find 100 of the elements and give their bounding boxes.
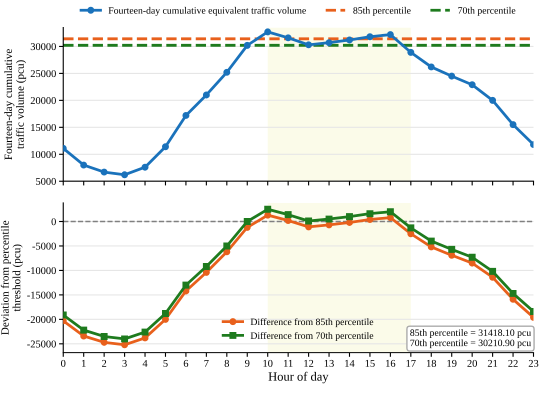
point (182, 112, 190, 119)
point (510, 290, 517, 297)
point (162, 143, 169, 150)
point (407, 48, 414, 56)
point (448, 252, 456, 259)
x-tick-label: 13 (324, 360, 334, 367)
point (284, 217, 292, 224)
point (100, 168, 108, 176)
x-tick-label: 5 (163, 360, 168, 367)
point (346, 36, 353, 44)
point (305, 41, 312, 48)
point (121, 341, 128, 348)
x-tick-label: 19 (447, 360, 456, 367)
y-tick-label: 30000 (30, 43, 56, 50)
point (428, 238, 435, 245)
x-tick-label: 10 (263, 360, 273, 367)
point (346, 213, 353, 220)
point (162, 310, 169, 317)
x-tick-label: 20 (467, 360, 477, 367)
point (264, 212, 272, 219)
x-tick-label: 22 (508, 360, 518, 367)
legend-label: 85th percentile (353, 6, 411, 16)
y-tick-label: 15000 (31, 124, 56, 132)
y-tick-label: -15000 (27, 292, 56, 299)
point (264, 28, 272, 36)
point (80, 162, 88, 169)
point (386, 31, 394, 38)
point (284, 211, 292, 218)
point (366, 33, 374, 40)
x-tick-label: 3 (122, 360, 127, 367)
point (468, 254, 476, 261)
y-axis-title: Deviation from percentile threshold (pcu) (0, 220, 23, 335)
x-tick-label: 11 (284, 360, 293, 367)
point (100, 333, 108, 340)
point (326, 216, 333, 223)
legend-label: Difference from 70th percentile (250, 332, 374, 341)
x-tick-label: 8 (224, 360, 230, 367)
point (264, 206, 272, 213)
x-tick-label: 23 (528, 360, 538, 367)
y-tick-label: 5000 (36, 178, 56, 185)
point (223, 242, 230, 250)
point (510, 121, 517, 128)
point (244, 42, 251, 49)
y-tick-label: 20000 (30, 97, 56, 104)
point (142, 328, 149, 336)
point (202, 92, 210, 98)
x-tick-label: 2 (102, 360, 106, 367)
point (489, 268, 496, 275)
x-tick-label: 4 (142, 360, 148, 367)
point (346, 219, 353, 226)
point (202, 263, 210, 270)
point (223, 68, 230, 76)
y-tick-label: 25000 (30, 70, 56, 78)
x-tick-label: 9 (244, 360, 250, 367)
x-tick-label: 7 (204, 360, 209, 367)
y-axis-title: Fourteen-day cumulative traffic volume (pcu) (4, 49, 26, 160)
point (386, 208, 394, 216)
legend-label: Difference from 85th percentile (250, 318, 374, 328)
point (121, 171, 128, 178)
point (448, 246, 456, 253)
point (510, 296, 517, 303)
point (326, 39, 333, 46)
y-tick-label: -20000 (27, 316, 56, 324)
point (489, 96, 496, 104)
point (305, 218, 312, 224)
x-tick-label: 18 (426, 360, 436, 367)
y-tick-label: 0 (51, 218, 56, 226)
point (407, 230, 414, 238)
point (448, 72, 456, 80)
x-tick-label: 12 (304, 360, 314, 367)
point (80, 332, 88, 340)
x-tick-label: 21 (488, 360, 498, 367)
point (142, 164, 149, 171)
legend-label: 70th percentile (458, 6, 516, 16)
x-axis-title: Hour of day (268, 372, 329, 384)
x-tick-label: 6 (184, 360, 188, 367)
x-tick-label: 0 (61, 360, 66, 367)
y-tick-label: -25000 (27, 340, 56, 348)
x-tick-label: 17 (406, 360, 416, 367)
point (366, 216, 374, 224)
point (468, 260, 476, 267)
y-tick-label: 10000 (31, 150, 56, 158)
point (366, 210, 374, 218)
legend-label: Fourteen-day cumulative equivalent traffic volume (108, 6, 306, 16)
x-tick-label: 15 (366, 360, 375, 367)
x-tick-label: 16 (386, 360, 396, 367)
point (386, 214, 394, 222)
point (80, 326, 88, 334)
x-tick-label: 14 (345, 360, 355, 367)
y-tick-label: -10000 (27, 267, 56, 274)
point (428, 63, 435, 70)
y-tick-label: -5000 (32, 242, 56, 250)
point (182, 282, 190, 289)
annotation: 85th percentile = 31418.10 pcu 70th percentile = 30210.90 pcu (410, 329, 531, 348)
x-tick-label: 1 (82, 360, 86, 367)
point (121, 335, 128, 342)
point (468, 81, 476, 88)
point (407, 224, 414, 232)
point (244, 218, 251, 225)
point (284, 34, 292, 42)
